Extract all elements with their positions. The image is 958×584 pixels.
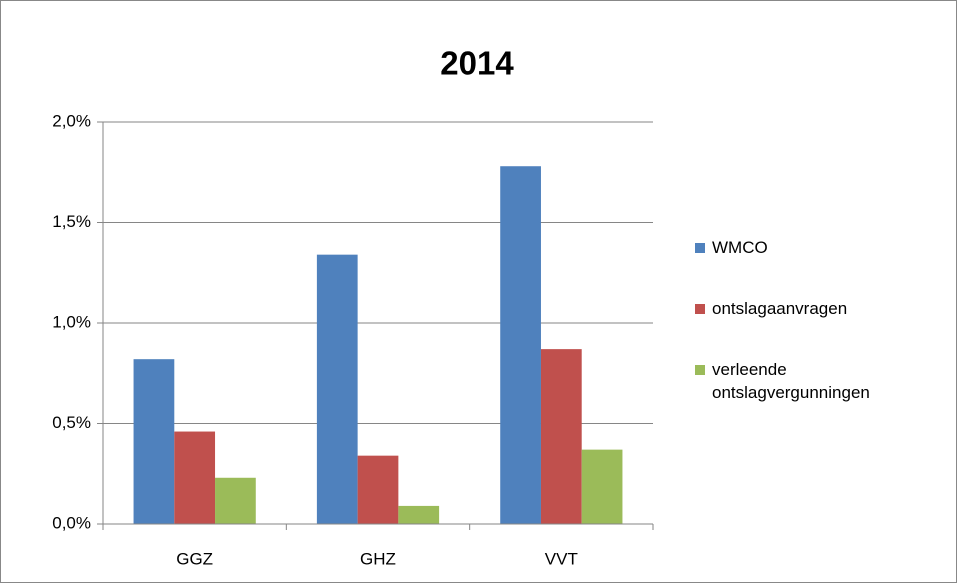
bar	[357, 455, 399, 524]
legend: WMCO ontslagaanvragen verleende ontslagver…	[695, 236, 950, 442]
x-tick-label: GGZ	[176, 549, 213, 568]
legend-label: WMCO	[712, 238, 768, 257]
bar	[540, 349, 582, 524]
bar	[174, 431, 216, 524]
legend-item: WMCO	[695, 236, 950, 259]
legend-item: ontslagaanvragen	[695, 297, 950, 320]
bar	[316, 254, 358, 524]
legend-swatch	[695, 304, 705, 314]
y-tick-label: 0,0%	[52, 513, 91, 532]
bar	[581, 449, 623, 524]
bar	[398, 505, 440, 524]
legend-item: verleende ontslagvergunningen	[695, 358, 950, 404]
legend-swatch	[695, 243, 705, 253]
x-tick-label: GHZ	[360, 549, 396, 568]
y-tick-label: 0,5%	[52, 413, 91, 432]
bar	[500, 166, 541, 524]
chart-title: 2014	[440, 45, 514, 82]
bar	[215, 477, 256, 524]
bar	[133, 359, 175, 524]
x-tick-label: VVT	[545, 549, 578, 568]
legend-label: ontslagaanvragen	[712, 299, 848, 318]
legend-swatch	[695, 365, 705, 375]
y-tick-label: 1,0%	[52, 312, 91, 331]
y-tick-label: 1,5%	[52, 212, 91, 231]
y-tick-label: 2,0%	[52, 111, 91, 130]
legend-label: verleende ontslagvergunningen	[712, 360, 870, 402]
